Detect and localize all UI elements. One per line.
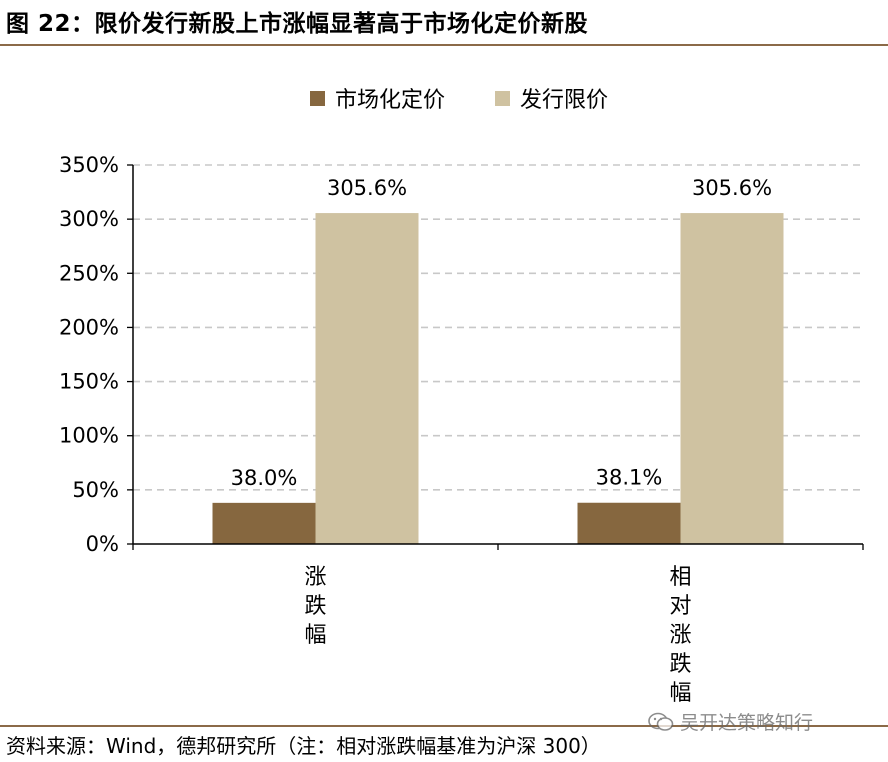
y-tick-label: 300%: [59, 207, 119, 231]
figure-title: 图 22：限价发行新股上市涨幅显著高于市场化定价新股: [6, 11, 589, 37]
x-tick-label: 涨: [669, 623, 691, 648]
title-divider: [0, 44, 888, 46]
y-tick-label: 350%: [59, 153, 119, 177]
legend-label: 发行限价: [520, 88, 608, 113]
bar: [315, 213, 419, 544]
gridlines: [133, 164, 863, 491]
legend-swatch: [310, 91, 325, 106]
x-tick-label: 幅: [304, 623, 326, 648]
y-tick-label: 150%: [59, 370, 119, 394]
source-divider: [0, 725, 888, 727]
x-tick-label: 涨: [304, 565, 326, 590]
y-tick-label: 0%: [86, 532, 119, 556]
watermark-text: 吴开达策略知行: [680, 712, 814, 734]
y-tick-label: 100%: [59, 424, 119, 448]
x-tick-label: 跌: [304, 594, 326, 619]
x-tick-label: 相: [669, 565, 691, 590]
bars: [212, 213, 784, 544]
data-label: 305.6%: [327, 176, 407, 200]
bar: [680, 213, 784, 544]
y-tick-label: 250%: [59, 261, 119, 285]
legend-swatch: [495, 91, 510, 106]
y-tick-label: 50%: [72, 478, 119, 502]
source-note: 资料来源：Wind，德邦研究所（注：相对涨跌幅基准为沪深 300）: [6, 734, 601, 758]
data-label: 305.6%: [692, 176, 772, 200]
legend: 市场化定价 发行限价: [310, 88, 608, 113]
data-labels: 38.0% 305.6% 38.1% 305.6%: [231, 176, 772, 490]
bar: [212, 502, 316, 544]
x-tick-label: 跌: [669, 652, 691, 677]
data-label: 38.1%: [596, 466, 663, 490]
wechat-icon: [648, 712, 674, 731]
data-label: 38.0%: [231, 466, 298, 490]
watermark: 吴开达策略知行: [648, 708, 813, 735]
legend-label: 市场化定价: [335, 88, 445, 113]
y-tick-label: 200%: [59, 315, 119, 339]
bar: [577, 502, 681, 544]
x-tick-label: 对: [669, 594, 691, 619]
x-tick-label: 幅: [669, 681, 691, 706]
